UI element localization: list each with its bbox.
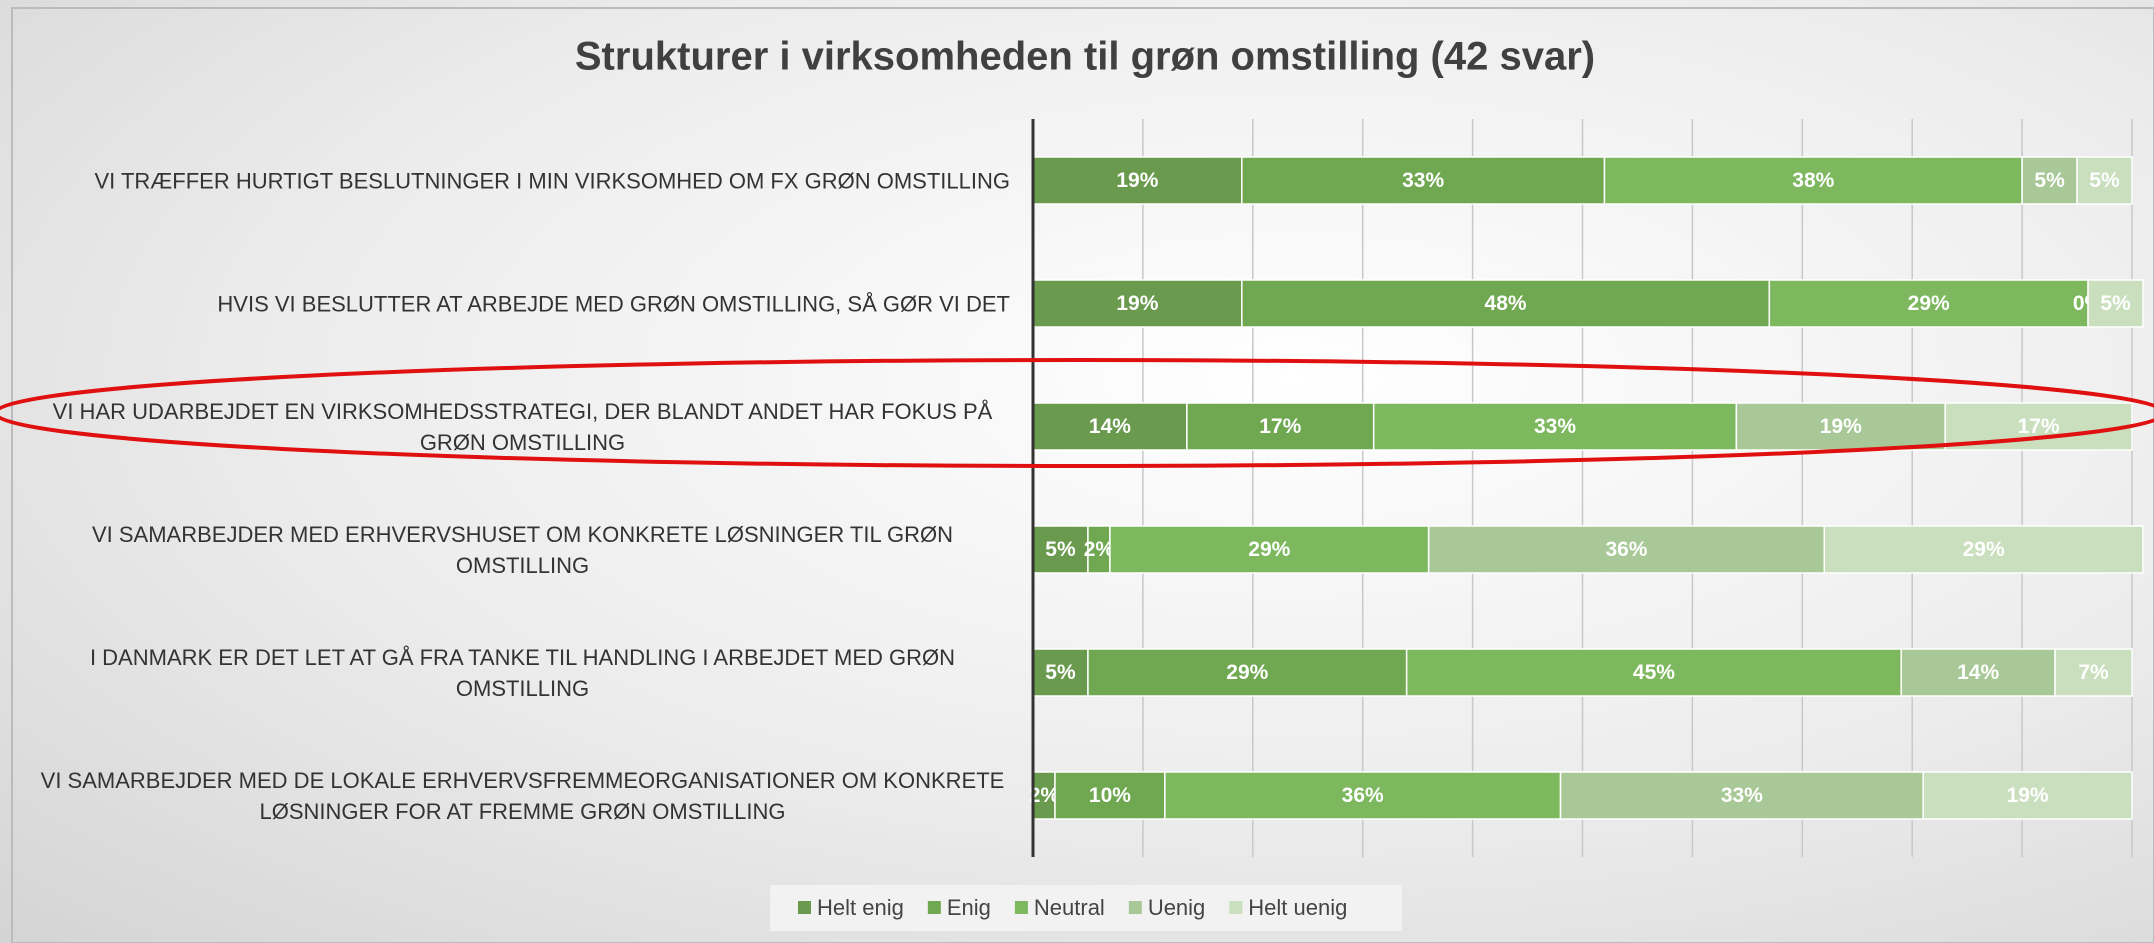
category-label-row: I DANMARK ER DET LET AT GÅ FRA TANKE TIL… bbox=[10, 642, 1010, 704]
bar-segment bbox=[1032, 402, 1188, 451]
data-label: 29% bbox=[1248, 538, 1290, 561]
bar-segment bbox=[1164, 771, 1562, 820]
data-label: 10% bbox=[1089, 784, 1131, 807]
legend-label: Uenig bbox=[1148, 895, 1205, 920]
data-label: 5% bbox=[1045, 538, 1076, 561]
data-label: 33% bbox=[1721, 784, 1763, 807]
chart-title: Strukturer i virksomheden til grøn omsti… bbox=[575, 35, 1595, 79]
bar-segment bbox=[1054, 771, 1166, 820]
y-tick-label: VI TRÆFFER HURTIGT BESLUTNINGER I MIN VI… bbox=[94, 168, 1010, 193]
data-label: 14% bbox=[1957, 661, 1999, 684]
y-tick-label: VI SAMARBEJDER MED ERHVERVSHUSET OM KONK… bbox=[91, 521, 954, 578]
bars: 19%33%38%5%5%19%48%29%0%5%14%17%33%19%17… bbox=[1029, 156, 2144, 820]
data-label: 17% bbox=[2018, 415, 2060, 438]
bar-segment bbox=[1427, 525, 1826, 574]
legend-swatch bbox=[798, 901, 811, 914]
legend-swatch bbox=[927, 901, 941, 914]
data-label: 48% bbox=[1485, 292, 1527, 315]
data-label: 29% bbox=[1963, 538, 2005, 561]
data-label: 5% bbox=[2089, 169, 2120, 192]
highlight-ellipse bbox=[0, 358, 2154, 468]
y-tick-label: I DANMARK ER DET LET AT GÅ FRA TANKE TIL… bbox=[89, 644, 956, 701]
bar-segment bbox=[2054, 648, 2133, 697]
data-label: 14% bbox=[1089, 415, 1131, 438]
bar-segment bbox=[1186, 402, 1375, 451]
bar-segment bbox=[1823, 525, 2144, 574]
category-label-row: VI TRÆFFER HURTIGT BESLUTNINGER I MIN VI… bbox=[10, 165, 1010, 196]
bar-segment bbox=[2087, 279, 2144, 328]
bar-segment bbox=[1900, 648, 2056, 697]
data-label: 36% bbox=[1342, 784, 1384, 807]
data-label: 45% bbox=[1633, 661, 1675, 684]
data-label: 17% bbox=[1259, 415, 1301, 438]
bar-segment bbox=[2076, 156, 2133, 205]
legend-label: Helt uenig bbox=[1248, 895, 1347, 920]
y-tick-label: VI SAMARBEJDER MED DE LOKALE ERHVERVSFRE… bbox=[40, 767, 1005, 824]
bar-segment bbox=[1372, 402, 1738, 451]
data-label: 29% bbox=[1908, 292, 1950, 315]
bar-segment bbox=[1032, 279, 1243, 328]
data-label: 33% bbox=[1402, 169, 1444, 192]
legend-label: Helt enig bbox=[817, 895, 904, 920]
bar-segment bbox=[1405, 648, 1902, 697]
legend-swatch bbox=[1229, 901, 1243, 914]
data-label: 29% bbox=[1226, 661, 1268, 684]
bar-segment bbox=[2021, 156, 2078, 205]
data-label: 19% bbox=[1116, 169, 1158, 192]
legend-swatch bbox=[1014, 901, 1028, 914]
data-label: 19% bbox=[1820, 415, 1862, 438]
grid bbox=[1032, 119, 2133, 857]
bar-segment bbox=[1032, 525, 1089, 574]
data-label: 5% bbox=[2100, 292, 2131, 315]
category-label-row: VI HAR UDARBEJDET EN VIRKSOMHEDSSTRATEGI… bbox=[10, 396, 1010, 458]
data-label: 19% bbox=[1116, 292, 1158, 315]
bar-segment bbox=[1241, 156, 1606, 205]
bar-segment bbox=[1603, 156, 2023, 205]
data-label: 38% bbox=[1792, 169, 1834, 192]
bar-segment bbox=[1109, 525, 1430, 574]
legend-background bbox=[770, 885, 1402, 931]
data-label: 5% bbox=[1045, 661, 1076, 684]
data-label: 19% bbox=[2007, 784, 2049, 807]
legend: Helt enig Enig Neutral Uenig Helt uenig bbox=[798, 895, 1347, 920]
legend-label: Neutral bbox=[1034, 895, 1105, 920]
category-label-row: VI SAMARBEJDER MED DE LOKALE ERHVERVSFRE… bbox=[10, 765, 1010, 827]
data-label: 7% bbox=[2078, 661, 2109, 684]
legend-label: Enig bbox=[947, 895, 991, 920]
data-label: 2% bbox=[1084, 538, 1115, 561]
legend-swatch bbox=[1128, 901, 1142, 914]
category-label-row: HVIS VI BESLUTTER AT ARBEJDE MED GRØN OM… bbox=[10, 288, 1010, 319]
data-label: 2% bbox=[1029, 784, 1060, 807]
y-tick-label: HVIS VI BESLUTTER AT ARBEJDE MED GRØN OM… bbox=[217, 291, 1010, 316]
chart-border bbox=[11, 7, 2154, 943]
category-label-row: VI SAMARBEJDER MED ERHVERVSHUSET OM KONK… bbox=[10, 519, 1010, 581]
data-label: 33% bbox=[1534, 415, 1576, 438]
bar-segment bbox=[1241, 279, 1771, 328]
y-tick-label: VI HAR UDARBEJDET EN VIRKSOMHEDSSTRATEGI… bbox=[52, 398, 993, 455]
data-label: 36% bbox=[1605, 538, 1647, 561]
data-label: 5% bbox=[2034, 169, 2065, 192]
bar-segment bbox=[1559, 771, 1924, 820]
bar-segment bbox=[1922, 771, 2133, 820]
